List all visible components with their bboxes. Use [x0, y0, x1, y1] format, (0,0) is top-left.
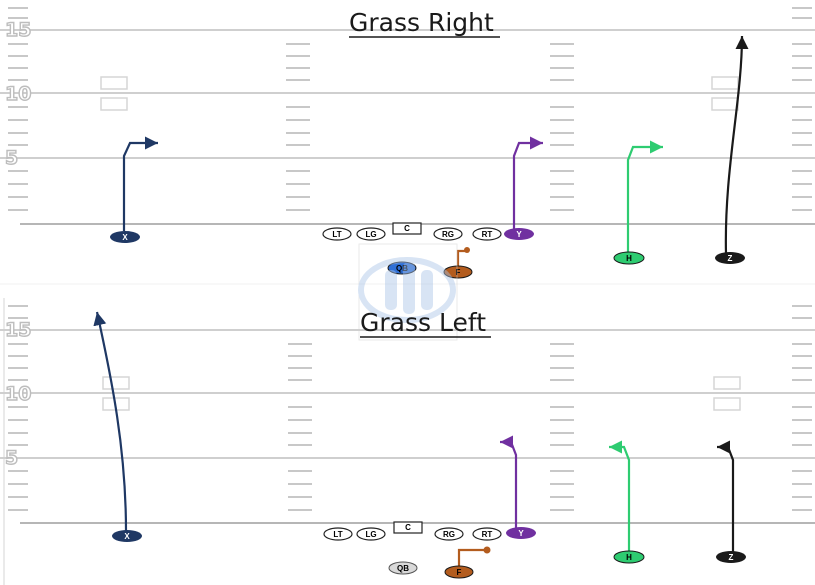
- player-qb-label: QB: [397, 564, 409, 573]
- yard-number-15: 15: [5, 319, 31, 341]
- player-qb-label: QB: [396, 264, 408, 273]
- player-f-label: F: [456, 268, 461, 277]
- yard-number-10: 10: [5, 83, 31, 105]
- field-number-boxes: [102, 376, 741, 411]
- player-z-label: Z: [729, 553, 734, 562]
- routes: [122, 35, 749, 270]
- f-route-end-dot: [483, 546, 491, 554]
- player-rt-label: RT: [482, 230, 493, 239]
- offensive-line: LT LG C RG RT: [323, 521, 502, 541]
- player-rt: [472, 527, 502, 541]
- h-route: [626, 140, 663, 254]
- player-x: [112, 530, 142, 542]
- player-z-label: Z: [728, 254, 733, 263]
- player-c: [393, 521, 423, 534]
- player-h: [613, 251, 645, 265]
- player-lg: [356, 227, 386, 241]
- player-lt: [322, 227, 352, 241]
- skill-players: X Y H Z QB F: [110, 228, 745, 279]
- diagram-grass-left: 15 10 5 Grass Left LT LG C RG RT X: [0, 298, 815, 585]
- skill-players: X Y H Z QB F: [112, 527, 746, 579]
- player-y-label: Y: [518, 529, 524, 538]
- player-f: [443, 265, 473, 279]
- watermark-logo-icon: [358, 243, 458, 341]
- player-rg-label: RG: [442, 230, 454, 239]
- player-y-label: Y: [516, 230, 522, 239]
- z-route: [724, 35, 749, 255]
- hash-marks: [8, 7, 812, 211]
- x-route: [93, 311, 128, 532]
- player-c-label: C: [404, 224, 410, 233]
- routes: [93, 311, 735, 569]
- x-route: [122, 136, 158, 231]
- y-route: [500, 435, 518, 529]
- f-route: [457, 548, 485, 569]
- player-x-label: X: [122, 233, 128, 242]
- offensive-line: LT LG C RG RT: [322, 222, 502, 241]
- player-h-label: H: [626, 254, 632, 263]
- player-rt: [472, 227, 502, 241]
- player-lt: [323, 527, 353, 541]
- yard-lines: [0, 29, 815, 225]
- player-f-label: F: [457, 568, 462, 577]
- z-route: [717, 440, 735, 553]
- h-route: [609, 440, 631, 553]
- player-lg-label: LG: [365, 530, 376, 539]
- player-rg-label: RG: [443, 530, 455, 539]
- player-x-label: X: [124, 532, 130, 541]
- player-y: [504, 228, 534, 240]
- f-route-end-dot: [464, 247, 470, 253]
- player-h-label: H: [626, 553, 632, 562]
- yard-number-10: 10: [5, 383, 31, 405]
- player-rt-label: RT: [482, 530, 493, 539]
- player-lt-label: LT: [333, 530, 342, 539]
- player-x: [110, 231, 140, 243]
- player-qb: [388, 561, 418, 575]
- player-h: [613, 550, 645, 564]
- player-rg: [433, 227, 463, 241]
- player-rg: [434, 527, 464, 541]
- player-f: [444, 565, 474, 579]
- yard-number-5: 5: [5, 147, 18, 169]
- player-z: [716, 551, 746, 563]
- y-route: [512, 136, 543, 231]
- player-lg: [356, 527, 386, 541]
- player-c-label: C: [405, 523, 411, 532]
- f-route: [456, 249, 466, 270]
- diagram-grass-right: 15 10 5 Grass Right LT LG C RG RT: [0, 7, 815, 279]
- player-c: [392, 222, 422, 235]
- player-lt-label: LT: [332, 230, 341, 239]
- yard-lines: [0, 329, 815, 524]
- player-qb: [387, 261, 417, 275]
- play-title: Grass Left: [360, 308, 486, 337]
- yard-number-15: 15: [5, 19, 31, 41]
- player-y: [506, 527, 536, 539]
- player-z: [715, 252, 745, 264]
- play-title: Grass Right: [349, 8, 494, 37]
- hash-marks: [8, 305, 812, 511]
- yard-number-5: 5: [5, 447, 18, 469]
- player-lg-label: LG: [365, 230, 376, 239]
